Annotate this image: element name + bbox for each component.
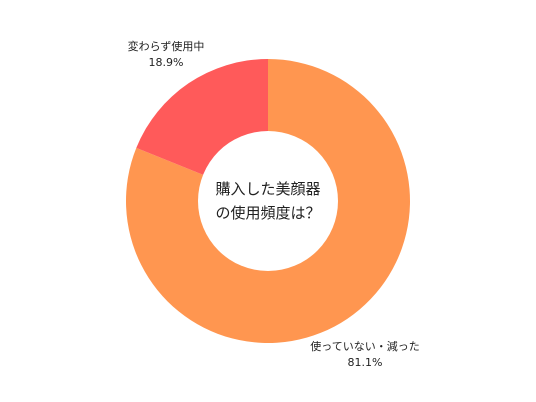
slice-value-still-using: 18.9% — [149, 56, 184, 69]
slice-value-unused: 81.1% — [348, 356, 383, 369]
slice-label-unused: 使っていない・減った — [310, 339, 419, 353]
center-title-line-1: 購入した美顔器 — [215, 180, 320, 198]
slice-label-still-using: 変わらず使用中 — [128, 39, 205, 53]
donut-hole — [198, 131, 338, 271]
center-title-line-2: の使用頻度は？ — [215, 204, 320, 222]
